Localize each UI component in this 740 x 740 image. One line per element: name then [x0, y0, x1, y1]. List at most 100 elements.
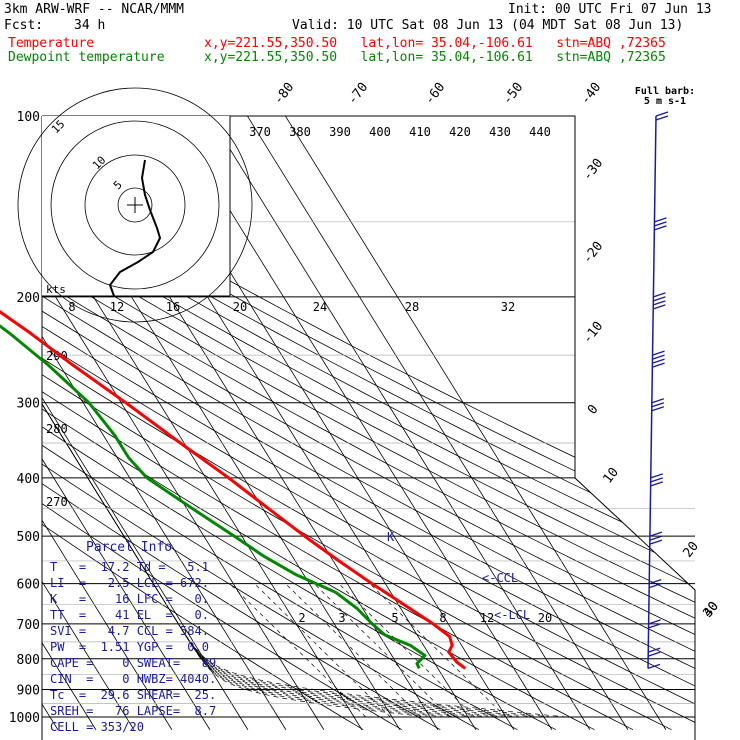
wind-barb: [655, 111, 669, 117]
wind-barb: [654, 217, 667, 223]
parcel-info-row: CAPE = 0 SWEAT= 89: [50, 656, 217, 670]
dry-adiabat: [42, 140, 480, 731]
dry-adiabat: [42, 140, 695, 731]
wind-barb: [652, 354, 665, 360]
mixing-ratio-low-label: 3: [338, 611, 345, 625]
wind-barb: [651, 402, 665, 408]
dry-adiabat-label: 290: [46, 349, 68, 363]
wind-barb: [653, 304, 666, 310]
parcel-info-row: CIN = 0 HWBZ= 4040.: [50, 672, 217, 686]
parcel-info-row: SREH = 76 LAPSE= 8.7: [50, 704, 217, 718]
mixing-ratio-label: 24: [313, 300, 327, 314]
mixing-ratio-line: [369, 583, 506, 718]
dry-adiabat: [42, 140, 695, 731]
theta-e-label: 420: [449, 125, 471, 139]
dry-adiabat: [42, 140, 518, 731]
theta-e-label: 400: [369, 125, 391, 139]
moist-adiabat: [42, 296, 537, 718]
theta-e-label: 390: [329, 125, 351, 139]
dry-adiabat: [42, 140, 695, 731]
wind-barb: [648, 619, 661, 625]
dry-adiabat: [42, 140, 695, 731]
hodograph-units-label: kts: [46, 283, 66, 296]
ccl-annotation: <-CCL: [482, 571, 519, 585]
isotherm-label: 0: [585, 402, 602, 417]
forecast-hour: 34 h: [74, 18, 106, 33]
theta-e-label: 440: [529, 125, 551, 139]
wind-barb: [651, 398, 665, 404]
parcel-info-title: Parcel Info: [86, 540, 173, 555]
isotherm-line: [276, 116, 667, 730]
wind-barb: [653, 292, 666, 298]
model-title: 3km ARW-WRF -- NCAR/MMM: [4, 2, 185, 17]
pressure-tick-label: 300: [17, 397, 40, 412]
theta-e-label: 370: [249, 125, 271, 139]
wind-barb-column: Full barb:5 m s-1: [635, 86, 695, 669]
hodograph-trace: [108, 159, 162, 297]
isotherm-line: [238, 116, 629, 730]
isotherm-label: -10: [580, 319, 606, 347]
moist-adiabat: [42, 296, 507, 718]
wind-barb: [649, 579, 662, 585]
mixing-ratio-label: 16: [166, 300, 180, 314]
wind-barb: [648, 651, 661, 657]
dry-adiabat: [42, 140, 364, 731]
isotherm-line: [42, 116, 325, 730]
isotherm-label: -40: [578, 80, 604, 108]
isotherm-line: [200, 116, 591, 730]
dry-adiabat: [42, 140, 695, 731]
hodograph-ring: [17, 87, 253, 323]
wind-barb: [654, 221, 667, 227]
chart-series: [0, 310, 467, 670]
forecast-label: Fcst:: [4, 18, 44, 33]
dry-adiabat: [42, 140, 634, 731]
dewpoint-line: [0, 324, 427, 670]
wind-barb: [652, 350, 665, 356]
wind-barb: [648, 623, 661, 629]
wind-barb: [649, 531, 663, 537]
wind-barb: [653, 300, 666, 306]
legend-dewpoint-label: Dewpoint temperature: [8, 50, 165, 65]
parcel-info-row: TT = 41 EL = 0.: [50, 608, 209, 622]
wind-barb: [649, 583, 662, 589]
wind-barb: [650, 477, 663, 483]
dry-adiabat-label: 280: [46, 422, 68, 436]
pressure-tick-label: 500: [17, 530, 40, 545]
isotherm-label: -30: [580, 156, 606, 184]
dry-adiabat: [42, 140, 695, 731]
pressure-tick-label: 700: [17, 618, 40, 633]
dry-adiabat: [42, 140, 695, 731]
mixing-ratio-label: 32: [501, 300, 515, 314]
isotherm-label: -80: [271, 80, 297, 108]
pressure-tick-label: 1000: [9, 711, 40, 726]
dry-adiabat: [42, 140, 695, 731]
wind-barb: [654, 225, 667, 231]
isotherm-label: 20: [681, 539, 702, 561]
hodograph-ring: [50, 120, 220, 290]
isotherm-line: [42, 116, 135, 730]
wind-barb: [653, 296, 666, 302]
pressure-tick-label: 400: [17, 472, 40, 487]
wind-barb: [650, 473, 663, 479]
mixing-ratio-low-label: 12: [480, 611, 494, 625]
mixing-ratio-label: 20: [233, 300, 247, 314]
parcel-info-row: SVI = 4.7 CCL = 584.: [50, 624, 209, 638]
parcel-info-row: Tc = 29.6 SHEAR= 25.: [50, 688, 217, 702]
isotherm-label: 10: [601, 465, 622, 487]
pressure-tick-label: 100: [17, 110, 40, 125]
dry-adiabat: [42, 140, 441, 731]
isotherm-line: [42, 116, 173, 730]
theta-e-label: 380: [289, 125, 311, 139]
theta-e-label: 430: [489, 125, 511, 139]
mixing-ratio-line: [229, 583, 366, 718]
isotherm-label: -20: [580, 239, 606, 267]
wind-barb: [655, 115, 669, 121]
wind-barb: [647, 663, 661, 669]
isotherm-label: -50: [500, 80, 526, 108]
hodograph-ring: [117, 187, 153, 223]
parcel-info-row: CELL = 353/20: [50, 720, 144, 734]
isotherm-line: [42, 116, 287, 730]
wind-barb: [649, 539, 663, 545]
isotherm-label: -60: [422, 80, 448, 108]
